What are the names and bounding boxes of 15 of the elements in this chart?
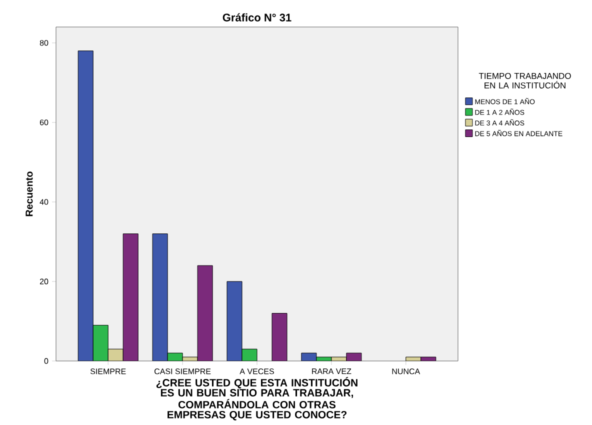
y-tick-label: 0 xyxy=(44,358,48,364)
x-tick-label: CASI SIEMPRE xyxy=(154,368,211,374)
y-tick-label: 80 xyxy=(40,40,48,46)
x-tick-label: RARA VEZ xyxy=(312,368,352,374)
y-axis-title: Recuento xyxy=(26,172,33,216)
y-tick-label: 20 xyxy=(40,278,48,284)
x-tick-label: A VECES xyxy=(240,368,274,374)
x-tick-label: SIEMPRE xyxy=(90,368,126,374)
bar xyxy=(272,313,288,361)
y-tick-label: 60 xyxy=(40,120,48,126)
y-tick-label: 40 xyxy=(40,199,48,205)
chart-title: Gráfico N° 31 xyxy=(222,13,292,22)
x-axis-title: ¿CREE USTED QUE ESTA INSTITUCIÓN ES UN BUEN SITIO PARA TRABAJAR, COMPARÁNDOLA CON OTRAS EMPRESAS QUE USTED CONOCE? xyxy=(156,377,358,420)
legend-title: TIEMPO TRABAJANDO EN LA INSTITUCIÓN xyxy=(478,72,571,88)
x-tick-label: NUNCA xyxy=(392,368,420,374)
